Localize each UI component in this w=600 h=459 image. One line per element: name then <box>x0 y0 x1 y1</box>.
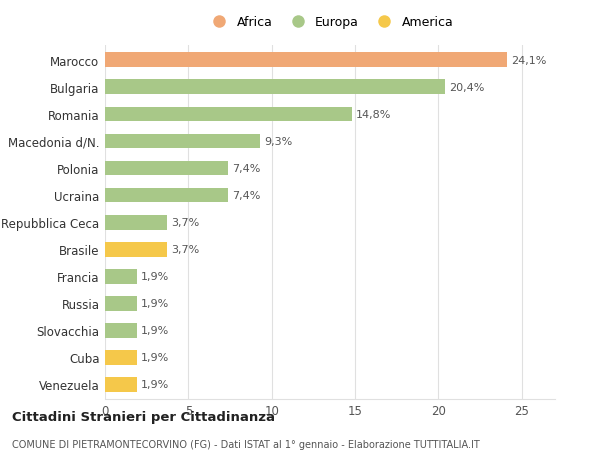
Bar <box>105 269 137 284</box>
Bar <box>105 134 260 149</box>
Text: 1,9%: 1,9% <box>141 380 169 390</box>
Text: 1,9%: 1,9% <box>141 325 169 336</box>
Text: 3,7%: 3,7% <box>171 218 199 228</box>
Bar <box>105 53 506 68</box>
Bar <box>105 350 137 365</box>
Text: 9,3%: 9,3% <box>264 137 292 147</box>
Bar <box>105 188 229 203</box>
Text: 1,9%: 1,9% <box>141 353 169 363</box>
Legend: Africa, Europa, America: Africa, Europa, America <box>203 12 457 33</box>
Text: 7,4%: 7,4% <box>233 190 261 201</box>
Bar <box>105 296 137 311</box>
Text: 20,4%: 20,4% <box>449 83 485 93</box>
Text: 3,7%: 3,7% <box>171 245 199 255</box>
Bar <box>105 161 229 176</box>
Bar <box>105 242 167 257</box>
Bar <box>105 107 352 122</box>
Text: 1,9%: 1,9% <box>141 272 169 281</box>
Text: Cittadini Stranieri per Cittadinanza: Cittadini Stranieri per Cittadinanza <box>12 410 275 423</box>
Text: 7,4%: 7,4% <box>233 164 261 174</box>
Bar <box>105 80 445 95</box>
Text: 24,1%: 24,1% <box>511 56 546 66</box>
Text: 14,8%: 14,8% <box>356 110 391 120</box>
Bar <box>105 215 167 230</box>
Text: COMUNE DI PIETRAMONTECORVINO (FG) - Dati ISTAT al 1° gennaio - Elaborazione TUTT: COMUNE DI PIETRAMONTECORVINO (FG) - Dati… <box>12 440 480 449</box>
Bar <box>105 323 137 338</box>
Bar <box>105 377 137 392</box>
Text: 1,9%: 1,9% <box>141 298 169 308</box>
